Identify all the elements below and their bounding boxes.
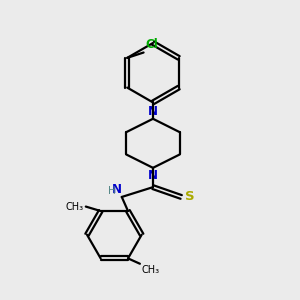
Text: N: N bbox=[148, 105, 158, 118]
Text: Cl: Cl bbox=[146, 38, 158, 51]
Text: N: N bbox=[148, 169, 158, 182]
Text: H: H bbox=[108, 186, 116, 196]
Text: CH₃: CH₃ bbox=[142, 265, 160, 275]
Text: CH₃: CH₃ bbox=[66, 202, 84, 212]
Text: S: S bbox=[185, 190, 195, 203]
Text: N: N bbox=[112, 183, 122, 196]
